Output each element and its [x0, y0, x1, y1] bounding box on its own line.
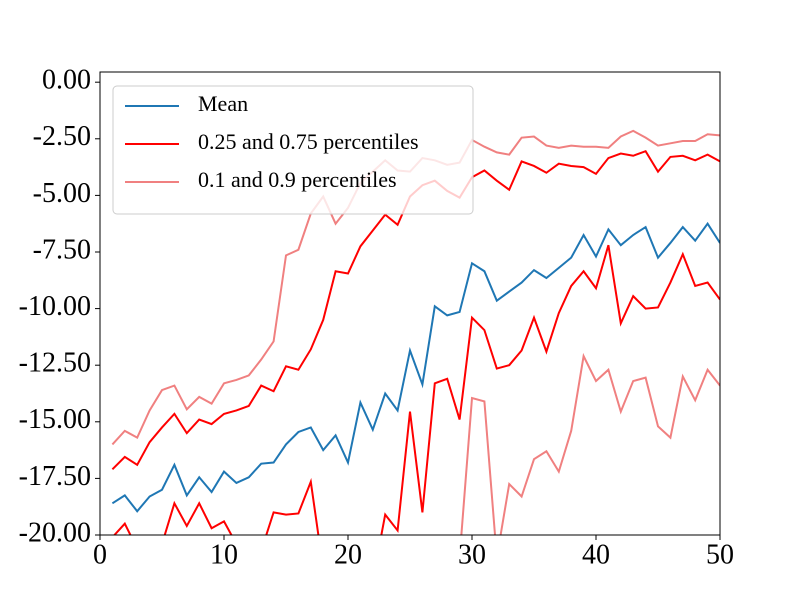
legend-label: 0.25 and 0.75 percentiles: [198, 129, 419, 154]
legend-box: [112, 85, 474, 215]
plot-frame: [99, 71, 721, 536]
x-tick-label: 0: [93, 539, 107, 570]
x-tick-label: 40: [582, 539, 610, 570]
y-tick-label: -20.00: [19, 517, 91, 548]
series-line: [460, 352, 720, 535]
legend-label: 0.1 and 0.9 percentiles: [198, 167, 397, 192]
series-line: [113, 244, 720, 535]
y-tick-label: -7.50: [33, 234, 91, 265]
y-tick-label: 0.00: [42, 65, 91, 96]
y-tick-label: -12.50: [19, 348, 91, 379]
y-tick-label: -17.50: [19, 461, 91, 492]
y-tick-label: -5.00: [33, 178, 91, 209]
y-tick-label: -10.00: [19, 291, 91, 322]
y-tick-label: -2.50: [33, 121, 91, 152]
x-tick-label: 30: [458, 539, 486, 570]
x-tick-label: 20: [334, 539, 362, 570]
legend-label: Mean: [198, 91, 248, 116]
x-tick-label: 50: [706, 539, 734, 570]
x-tick-label: 10: [210, 539, 238, 570]
series-line: [111, 221, 720, 513]
y-tick-label: -15.00: [19, 404, 91, 435]
